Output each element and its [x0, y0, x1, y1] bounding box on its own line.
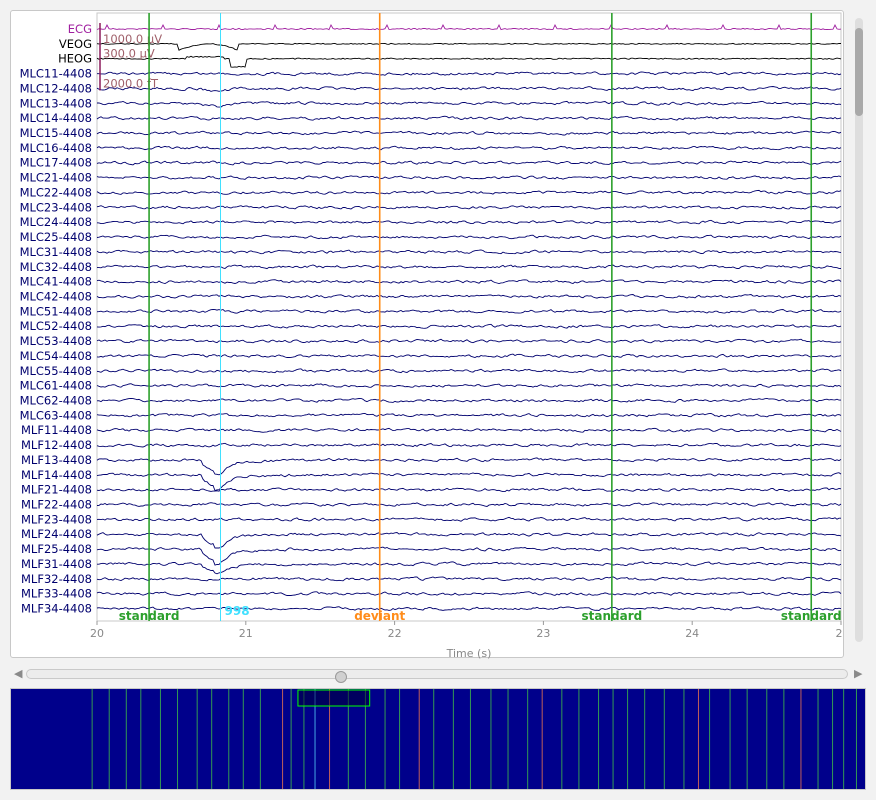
vertical-scroll-track[interactable] — [855, 18, 863, 642]
channel-label-ecg[interactable]: ECG — [68, 22, 92, 36]
channel-label-mlc31-4408[interactable]: MLC31-4408 — [20, 245, 92, 259]
channel-label-mlc15-4408[interactable]: MLC15-4408 — [20, 126, 92, 140]
channel-label-mlc11-4408[interactable]: MLC11-4408 — [20, 67, 92, 81]
channel-label-mlc21-4408[interactable]: MLC21-4408 — [20, 171, 92, 185]
channel-label-mlf13-4408[interactable]: MLF13-4408 — [21, 453, 92, 467]
channel-label-mlf22-4408[interactable]: MLF22-4408 — [21, 498, 92, 512]
channel-label-mlc17-4408[interactable]: MLC17-4408 — [20, 156, 92, 170]
channel-label-mlc63-4408[interactable]: MLC63-4408 — [20, 408, 92, 422]
channel-label-mlc62-4408[interactable]: MLC62-4408 — [20, 394, 92, 408]
channel-label-mlc22-4408[interactable]: MLC22-4408 — [20, 185, 92, 199]
x-axis-label: Time (s) — [446, 647, 492, 659]
channel-label-heog[interactable]: HEOG — [58, 52, 92, 66]
channel-label-mlf31-4408[interactable]: MLF31-4408 — [21, 557, 92, 571]
channel-label-veog[interactable]: VEOG — [59, 37, 92, 51]
channel-label-mlc41-4408[interactable]: MLC41-4408 — [20, 275, 92, 289]
channel-label-mlc42-4408[interactable]: MLC42-4408 — [20, 289, 92, 303]
overview-background[interactable] — [11, 689, 865, 789]
x-tick-label: 21 — [239, 627, 253, 640]
channel-label-mlc61-4408[interactable]: MLC61-4408 — [20, 379, 92, 393]
event-label-deviant: deviant — [354, 609, 405, 623]
x-tick-label: 23 — [536, 627, 550, 640]
event-label-standard: standard — [119, 609, 180, 623]
channel-label-mlc32-4408[interactable]: MLC32-4408 — [20, 260, 92, 274]
channel-label-mlf25-4408[interactable]: MLF25-4408 — [21, 542, 92, 556]
channel-label-mlf21-4408[interactable]: MLF21-4408 — [21, 483, 92, 497]
channel-label-mlf23-4408[interactable]: MLF23-4408 — [21, 512, 92, 526]
channel-label-mlc55-4408[interactable]: MLC55-4408 — [20, 364, 92, 378]
plot-area[interactable] — [96, 12, 842, 622]
channel-label-mlf33-4408[interactable]: MLF33-4408 — [21, 587, 92, 601]
channel-label-mlf32-4408[interactable]: MLF32-4408 — [21, 572, 92, 586]
event-label-standard: standard — [581, 609, 642, 623]
horizontal-scrollbar[interactable]: ◀ ▶ — [12, 666, 864, 683]
raw-data-browser-panel: ECG VEOG HEOG MLC11-4408 MLC12-4408 MLC13-440… — [10, 10, 845, 660]
channel-label-mlc12-4408[interactable]: MLC12-4408 — [20, 81, 92, 95]
channel-label-mlc51-4408[interactable]: MLC51-4408 — [20, 304, 92, 318]
channel-label-mlc53-4408[interactable]: MLC53-4408 — [20, 334, 92, 348]
event-label-998: 998 — [225, 604, 250, 618]
event-label-standard: standard — [781, 609, 842, 623]
scroll-left-arrow-icon[interactable]: ◀ — [14, 667, 23, 680]
vertical-scrollbar[interactable] — [852, 18, 866, 642]
x-tick-label: 24 — [685, 627, 699, 640]
channel-label-mlc23-4408[interactable]: MLC23-4408 — [20, 200, 92, 214]
channel-label-mlf12-4408[interactable]: MLF12-4408 — [21, 438, 92, 452]
channel-label-mlc14-4408[interactable]: MLC14-4408 — [20, 111, 92, 125]
vertical-scroll-thumb[interactable] — [855, 28, 863, 116]
overview-bar[interactable] — [10, 688, 866, 790]
channel-label-mlc52-4408[interactable]: MLC52-4408 — [20, 319, 92, 333]
channel-label-mlf11-4408[interactable]: MLF11-4408 — [21, 423, 92, 437]
channel-label-mlc54-4408[interactable]: MLC54-4408 — [20, 349, 92, 363]
channel-label-mlf24-4408[interactable]: MLF24-4408 — [21, 527, 92, 541]
channel-label-mlc24-4408[interactable]: MLC24-4408 — [20, 215, 92, 229]
scale-bar-label: 1000.0 µV — [103, 32, 162, 46]
overview-plot[interactable] — [11, 689, 865, 789]
horizontal-scroll-knob[interactable] — [335, 671, 347, 683]
x-tick-label: 20 — [90, 627, 104, 640]
x-tick-label: 2 — [836, 627, 843, 640]
overview-view-window[interactable] — [297, 689, 371, 707]
channel-label-mlf14-4408[interactable]: MLF14-4408 — [21, 468, 92, 482]
scale-bar-label: 300.0 µV — [103, 47, 155, 61]
signal-plot[interactable]: ECGVEOGHEOGMLC11-4408MLC12-4408MLC13-440… — [11, 11, 845, 660]
x-tick-label: 22 — [388, 627, 402, 640]
channel-label-mlc13-4408[interactable]: MLC13-4408 — [20, 96, 92, 110]
scroll-right-arrow-icon[interactable]: ▶ — [854, 667, 863, 680]
channel-label-mlf34-4408[interactable]: MLF34-4408 — [21, 602, 92, 616]
channel-label-mlc16-4408[interactable]: MLC16-4408 — [20, 141, 92, 155]
horizontal-scroll-track[interactable] — [26, 669, 848, 683]
channel-label-mlc25-4408[interactable]: MLC25-4408 — [20, 230, 92, 244]
scale-bar-label: 2000.0 fT — [103, 76, 159, 90]
